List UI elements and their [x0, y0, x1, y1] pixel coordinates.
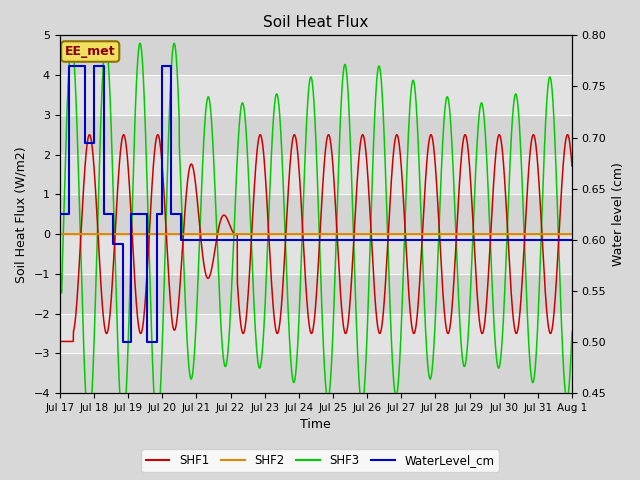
- Legend: SHF1, SHF2, SHF3, WaterLevel_cm: SHF1, SHF2, SHF3, WaterLevel_cm: [141, 449, 499, 472]
- Bar: [60, 353, 572, 393]
- Bar: [60, 274, 572, 313]
- Bar: [60, 155, 572, 194]
- Bar: [60, 115, 572, 155]
- Title: Soil Heat Flux: Soil Heat Flux: [263, 15, 369, 30]
- Bar: [60, 36, 572, 75]
- Bar: [60, 75, 572, 115]
- Text: EE_met: EE_met: [65, 45, 116, 58]
- Bar: [60, 194, 572, 234]
- Bar: [60, 313, 572, 353]
- Y-axis label: Water level (cm): Water level (cm): [612, 162, 625, 266]
- X-axis label: Time: Time: [301, 419, 332, 432]
- Bar: [60, 234, 572, 274]
- Y-axis label: Soil Heat Flux (W/m2): Soil Heat Flux (W/m2): [15, 146, 28, 283]
